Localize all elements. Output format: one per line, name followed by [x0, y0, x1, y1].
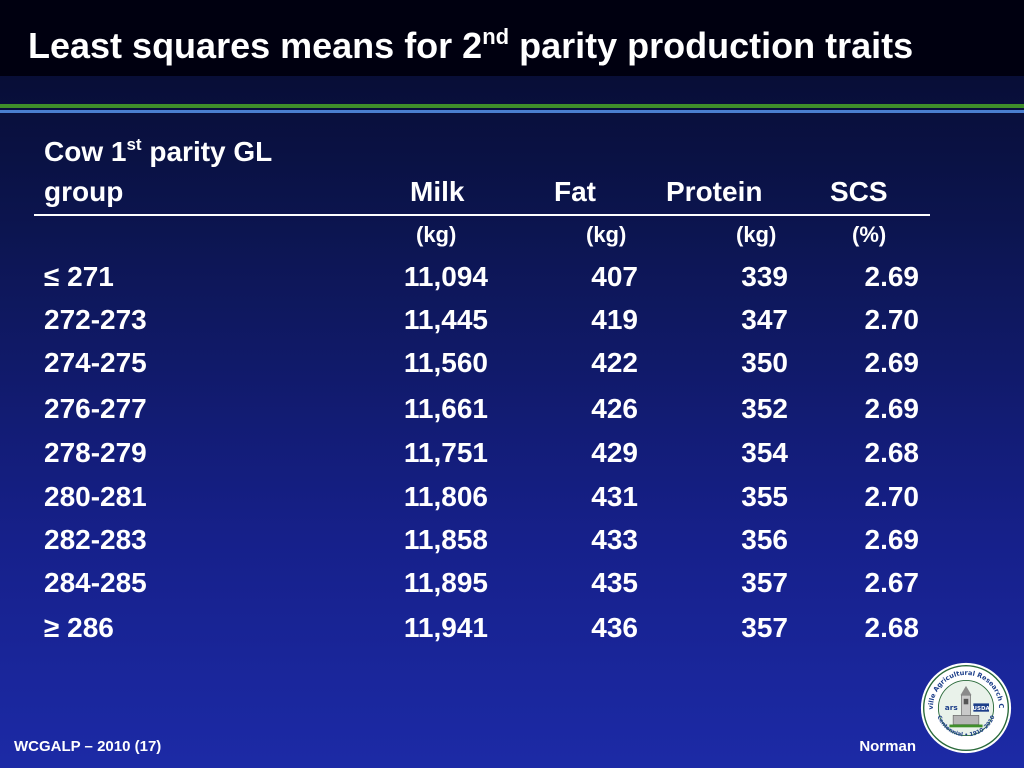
- cell-milk: 11,560: [403, 347, 488, 378]
- header-underline: [34, 214, 930, 216]
- table-row: 284-285 11,895 435 357 2.67: [0, 563, 1024, 603]
- unit-fat: (kg): [586, 222, 627, 247]
- cell-protein: 339: [741, 261, 788, 292]
- cell-protein: 355: [741, 481, 788, 512]
- cell-group: ≤ 271: [44, 261, 114, 292]
- unit-protein: (kg): [736, 222, 777, 247]
- cell-scs: 2.70: [864, 304, 920, 335]
- column-header-protein: Protein: [666, 176, 763, 207]
- beltsville-seal-logo: Beltsville Agricultural Research Center …: [920, 662, 1012, 754]
- cell-milk: 11,858: [403, 524, 488, 555]
- cell-fat: 426: [591, 393, 638, 424]
- title-bar: [0, 0, 1024, 76]
- cell-protein: 357: [741, 567, 788, 598]
- unit-milk: (kg): [416, 222, 457, 247]
- table-row: 274-275 11,560 422 350 2.69: [0, 343, 1024, 383]
- cell-milk: 11,751: [403, 437, 488, 468]
- table-row: 282-283 11,858 433 356 2.69: [0, 520, 1024, 560]
- column-header-milk: Milk: [410, 176, 465, 207]
- footer-right: Norman: [859, 738, 916, 755]
- cell-protein: 354: [741, 437, 788, 468]
- cell-group: 274-275: [44, 347, 147, 378]
- cell-fat: 422: [591, 347, 638, 378]
- cell-fat: 407: [591, 261, 638, 292]
- cell-group: 272-273: [44, 304, 147, 335]
- cell-scs: 2.68: [864, 437, 920, 468]
- cell-fat: 431: [591, 481, 638, 512]
- cell-group: 282-283: [44, 524, 147, 555]
- group-header-line1: Cow 1st parity GL: [44, 135, 273, 167]
- cell-protein: 352: [741, 393, 788, 424]
- unit-scs: (%): [852, 222, 887, 247]
- table-row: 276-277 11,661 426 352 2.69: [0, 389, 1024, 429]
- column-header-fat: Fat: [554, 176, 596, 207]
- table-row: 272-273 11,445 419 347 2.70: [0, 300, 1024, 340]
- table-row: 278-279 11,751 429 354 2.68: [0, 433, 1024, 473]
- cell-milk: 11,941: [403, 612, 488, 643]
- cell-group: 284-285: [44, 567, 147, 598]
- cell-fat: 433: [591, 524, 638, 555]
- cell-milk: 11,895: [403, 567, 488, 598]
- cell-scs: 2.69: [864, 524, 920, 555]
- cell-scs: 2.69: [864, 261, 920, 292]
- cell-fat: 435: [591, 567, 638, 598]
- cell-milk: 11,806: [403, 481, 488, 512]
- cell-scs: 2.68: [864, 612, 920, 643]
- cell-group: ≥ 286: [44, 612, 114, 643]
- cell-milk: 11,445: [403, 304, 488, 335]
- cell-protein: 347: [741, 304, 788, 335]
- cell-group: 276-277: [44, 393, 147, 424]
- ars-mark: ars: [945, 703, 959, 712]
- cell-scs: 2.69: [864, 393, 920, 424]
- cell-milk: 11,661: [403, 393, 488, 424]
- group-header-line2: group: [44, 176, 124, 207]
- cell-scs: 2.69: [864, 347, 920, 378]
- cell-group: 278-279: [44, 437, 147, 468]
- cell-group: 280-281: [44, 481, 147, 512]
- table-row: ≥ 286 11,941 436 357 2.68: [0, 608, 1024, 648]
- table-row: ≤ 271 11,094 407 339 2.69: [0, 257, 1024, 297]
- cell-milk: 11,094: [403, 261, 488, 292]
- cell-protein: 350: [741, 347, 788, 378]
- cell-fat: 419: [591, 304, 638, 335]
- cell-scs: 2.67: [864, 567, 920, 598]
- cell-fat: 429: [591, 437, 638, 468]
- divider-blue: [0, 110, 1024, 113]
- divider-green: [0, 104, 1024, 108]
- usda-badge: USDA: [973, 706, 991, 712]
- footer-left: WCGALP – 2010 (17): [14, 738, 162, 755]
- slide-title: Least squares means for 2nd parity produ…: [28, 24, 914, 66]
- cell-fat: 436: [591, 612, 638, 643]
- column-header-scs: SCS: [830, 176, 888, 207]
- cell-scs: 2.70: [864, 481, 920, 512]
- cell-protein: 357: [741, 612, 788, 643]
- cell-protein: 356: [741, 524, 788, 555]
- table-row: 280-281 11,806 431 355 2.70: [0, 477, 1024, 517]
